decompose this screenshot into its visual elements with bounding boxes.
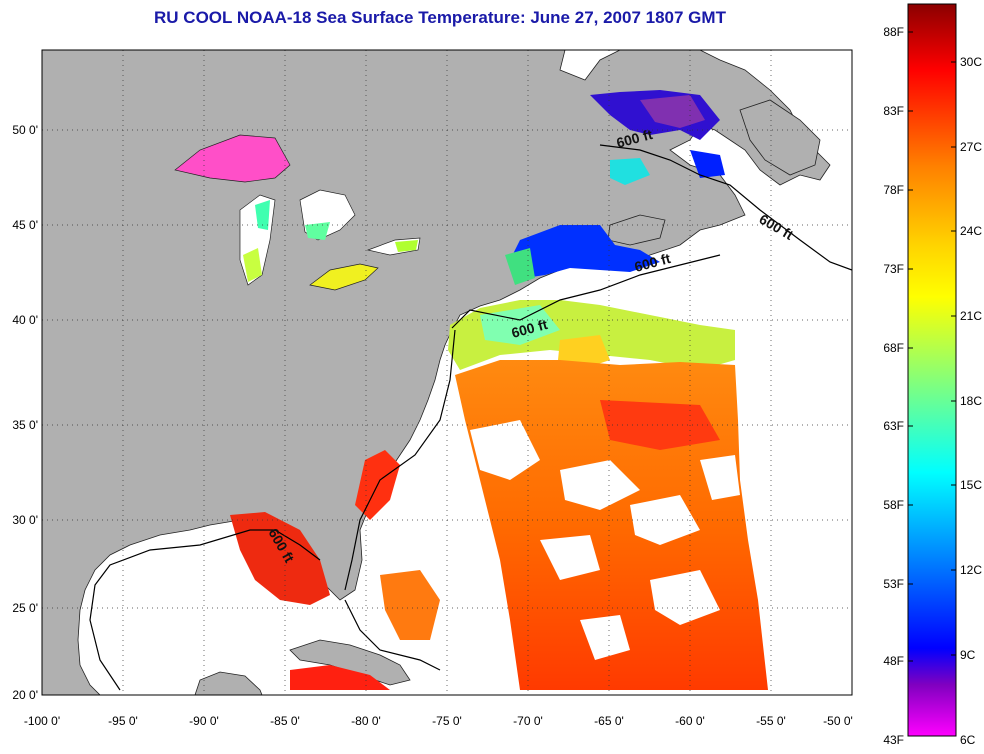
cloud-patch — [630, 495, 700, 545]
lake-michigan-sst — [243, 248, 262, 282]
colorbar-f-label: 58F — [883, 498, 904, 512]
cloud-patch — [540, 535, 600, 580]
sst-mid-atlantic-cyan — [480, 305, 560, 345]
lon-tick-label: -50 0' — [823, 714, 853, 728]
land-north-america — [42, 50, 831, 695]
land-cuba — [289, 639, 411, 686]
lon-tick-label: -90 0' — [189, 714, 219, 728]
land-yucatan — [194, 671, 263, 695]
sst-cuba-south — [290, 665, 390, 690]
colorbar-c-label: 30C — [960, 55, 982, 69]
colorbar-c-label: 18C — [960, 394, 982, 408]
colorbar-c-label: 6C — [960, 733, 976, 747]
lat-tick-label: 45 0' — [12, 218, 38, 232]
lake-michigan-sst-2 — [255, 200, 270, 230]
colorbar-c-label: 24C — [960, 224, 982, 238]
lake-ontario-sst — [395, 240, 418, 252]
colorbar-f-label: 73F — [883, 262, 904, 276]
lake-huron-sst — [305, 222, 330, 240]
lon-tick-label: -55 0' — [756, 714, 786, 728]
colorbar-c-label: 12C — [960, 563, 982, 577]
colorbar-f-label: 78F — [883, 183, 904, 197]
colorbar-f-label: 63F — [883, 419, 904, 433]
lat-tick-label: 35 0' — [12, 418, 38, 432]
colorbar-f-label: 88F — [883, 25, 904, 39]
lat-tick-label: 25 0' — [12, 601, 38, 615]
lon-tick-label: -85 0' — [270, 714, 300, 728]
colorbar-ticks — [908, 31, 956, 662]
colorbar-c-label: 15C — [960, 478, 982, 492]
land-newfoundland — [739, 99, 821, 176]
lat-tick-label: 20 0' — [12, 688, 38, 702]
lon-tick-label: -100 0' — [24, 714, 60, 728]
lon-tick-label: -95 0' — [108, 714, 138, 728]
cloud-patch — [580, 615, 630, 660]
colorbar-c-label: 21C — [960, 309, 982, 323]
graticule — [42, 50, 852, 695]
cloud-patch — [650, 570, 720, 625]
colorbar-c-label: 27C — [960, 140, 982, 154]
lon-tick-label: -70 0' — [513, 714, 543, 728]
sst-pei — [610, 158, 650, 185]
colorbar-f-label: 68F — [883, 341, 904, 355]
contour-600ft — [89, 144, 852, 691]
lon-tick-label: -60 0' — [675, 714, 705, 728]
lake-erie — [309, 263, 379, 291]
colorbar — [907, 3, 957, 737]
cloud-patch — [560, 460, 640, 510]
lon-tick-label: -80 0' — [351, 714, 381, 728]
colorbar-f-label: 83F — [883, 104, 904, 118]
sst-gulf-of-maine-green — [505, 248, 535, 285]
lat-tick-label: 40 0' — [12, 313, 38, 327]
colorbar-f-label: 48F — [883, 654, 904, 668]
map-title: RU COOL NOAA-18 Sea Surface Temperature:… — [154, 8, 726, 27]
sst-hot-core — [600, 400, 720, 450]
colorbar-f-label: 43F — [883, 733, 904, 747]
colorbar-c-label: 9C — [960, 648, 976, 662]
colorbar-f-label: 53F — [883, 577, 904, 591]
lat-tick-label: 50 0' — [12, 123, 38, 137]
lat-tick-label: 30 0' — [12, 513, 38, 527]
sst-cabot-blue — [690, 150, 725, 178]
sst-st-lawrence-purple — [640, 95, 705, 128]
lon-tick-label: -65 0' — [594, 714, 624, 728]
lon-tick-label: -75 0' — [432, 714, 462, 728]
sst-gulf-of-maine — [510, 225, 660, 278]
sst-bahamas — [380, 570, 440, 640]
cloud-patch — [700, 455, 740, 500]
cloud-patch — [470, 420, 540, 480]
sst-florida-gulf — [230, 512, 330, 605]
